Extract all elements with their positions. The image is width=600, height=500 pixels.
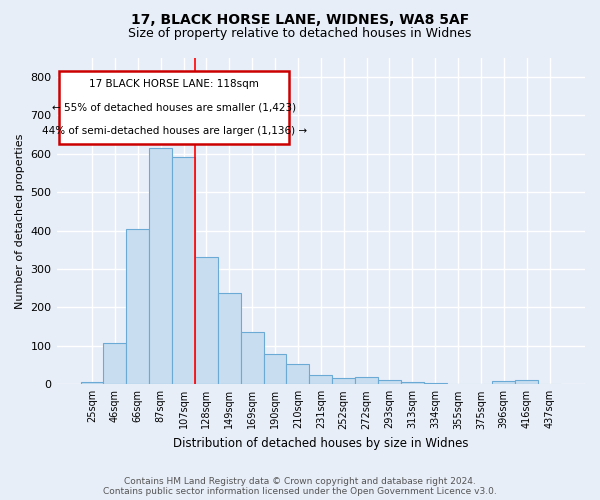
Text: ← 55% of detached houses are smaller (1,423): ← 55% of detached houses are smaller (1,… (52, 102, 296, 113)
Bar (493, 381, 515, 384)
Text: Contains HM Land Registry data © Crown copyright and database right 2024.: Contains HM Land Registry data © Crown c… (124, 477, 476, 486)
Bar (195, 258, 218, 384)
Bar (80, 382, 103, 384)
Text: Contains public sector information licensed under the Open Government Licence v3: Contains public sector information licen… (103, 487, 497, 496)
Text: Size of property relative to detached houses in Widnes: Size of property relative to detached ho… (128, 28, 472, 40)
Y-axis label: Number of detached properties: Number of detached properties (15, 133, 25, 308)
Bar (286, 364, 310, 384)
Text: 44% of semi-detached houses are larger (1,136) →: 44% of semi-detached houses are larger (… (41, 126, 307, 136)
FancyBboxPatch shape (59, 70, 289, 144)
Text: 17, BLACK HORSE LANE, WIDNES, WA8 5AF: 17, BLACK HORSE LANE, WIDNES, WA8 5AF (131, 12, 469, 26)
Bar (401, 382, 424, 384)
Bar (218, 293, 241, 384)
Bar (424, 383, 446, 384)
Bar (172, 158, 195, 384)
Bar (263, 354, 286, 384)
X-axis label: Distribution of detached houses by size in Widnes: Distribution of detached houses by size … (173, 437, 469, 450)
Bar (241, 332, 263, 384)
Bar (103, 343, 127, 384)
Bar (127, 230, 149, 384)
Text: 17 BLACK HORSE LANE: 118sqm: 17 BLACK HORSE LANE: 118sqm (89, 79, 259, 89)
Bar (515, 380, 538, 384)
Bar (332, 378, 355, 384)
Bar (355, 378, 378, 384)
Bar (378, 380, 401, 384)
Bar (310, 374, 332, 384)
Bar (149, 148, 172, 384)
